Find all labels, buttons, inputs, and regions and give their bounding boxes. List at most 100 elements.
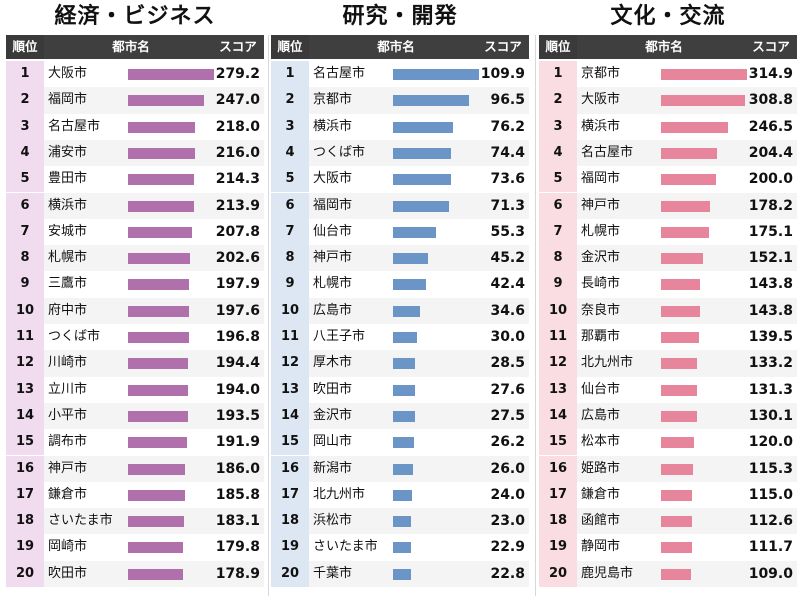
table-row: 17 鎌倉市 185.8 xyxy=(6,481,264,509)
rank-cell: 18 xyxy=(6,508,44,535)
score-bar xyxy=(661,542,692,554)
city-name: 立川市 xyxy=(48,381,88,397)
rank-cell: 7 xyxy=(539,218,577,246)
city-name: 仙台市 xyxy=(581,381,621,397)
score-bar xyxy=(128,253,191,265)
table-row: 15 調布市 191.9 xyxy=(6,429,264,456)
score-bar xyxy=(393,147,452,159)
score-value: 194.4 xyxy=(215,355,260,372)
score-value: 30.0 xyxy=(490,329,525,345)
rank-cell: 3 xyxy=(6,113,44,140)
rank-cell: 20 xyxy=(539,560,577,587)
panel-divider xyxy=(268,35,269,596)
city-name: つくば市 xyxy=(48,329,101,344)
score-value: 175.1 xyxy=(748,223,793,240)
table-row: 18 浜松市 23.0 xyxy=(271,508,529,535)
table-row: 12 厚木市 28.5 xyxy=(271,350,529,377)
city-name: 北九州市 xyxy=(313,486,366,502)
score-value: 115.0 xyxy=(748,486,793,503)
city-name: 豊田市 xyxy=(48,171,88,187)
score-value: 200.0 xyxy=(748,171,793,188)
score-value: 133.2 xyxy=(748,355,793,372)
score-bar xyxy=(128,147,195,159)
table-row: 3 名古屋市 218.0 xyxy=(6,113,264,140)
score-bar xyxy=(661,174,716,186)
score-value: 214.3 xyxy=(215,171,260,188)
rank-cell: 3 xyxy=(271,113,309,140)
city-name: 大阪市 xyxy=(581,92,621,108)
score-bar xyxy=(661,332,700,343)
table-row: 15 岡山市 26.2 xyxy=(271,429,529,456)
rank-cell: 1 xyxy=(6,61,44,88)
table-row: 1 大阪市 279.2 xyxy=(6,61,264,88)
score-bar xyxy=(661,147,717,159)
score-bar xyxy=(393,437,414,449)
table-header: 順位 都市名 スコア xyxy=(271,35,529,59)
score-bar xyxy=(661,568,691,580)
city-name: 調布市 xyxy=(48,434,88,450)
rank-cell: 13 xyxy=(6,376,44,403)
panel-title: 文化・交流 xyxy=(610,4,726,29)
rank-cell: 17 xyxy=(6,481,44,509)
score-value: 178.2 xyxy=(748,197,793,214)
table-row: 4 浦安市 216.0 xyxy=(6,139,264,167)
rank-cell: 17 xyxy=(539,481,577,509)
table-row: 7 仙台市 55.3 xyxy=(271,218,529,246)
rank-cell: 7 xyxy=(6,218,44,246)
city-name: さいたま市 xyxy=(313,539,378,555)
table-row: 11 那覇市 139.5 xyxy=(539,324,797,351)
score-bar xyxy=(128,332,189,343)
rank-cell: 3 xyxy=(539,113,577,140)
rank-cell: 14 xyxy=(539,402,577,430)
city-name: 三鷹市 xyxy=(48,276,88,292)
rank-cell: 8 xyxy=(539,245,577,272)
city-name: つくば市 xyxy=(313,144,366,160)
header-city: 都市名 xyxy=(377,39,415,54)
score-bar xyxy=(393,542,411,554)
panel-title: 経済・ビジネス xyxy=(54,4,216,29)
score-bar xyxy=(128,226,192,238)
city-name: 広島市 xyxy=(581,407,621,423)
rank-cell: 13 xyxy=(539,376,577,403)
score-value: 194.0 xyxy=(215,381,260,398)
score-bar xyxy=(661,463,693,475)
rank-cell: 2 xyxy=(271,87,309,114)
city-name: 大阪市 xyxy=(48,66,88,81)
score-bar xyxy=(128,463,186,475)
score-value: 27.5 xyxy=(490,407,525,424)
city-name: 奈良市 xyxy=(581,302,621,318)
score-bar xyxy=(393,463,414,475)
table-row: 20 吹田市 178.9 xyxy=(6,560,264,587)
table-header: 順位 都市名 スコア xyxy=(6,35,264,59)
rank-cell: 15 xyxy=(539,429,577,456)
score-value: 191.9 xyxy=(215,434,260,451)
city-name: 松本市 xyxy=(581,434,621,450)
score-bar xyxy=(128,200,194,212)
score-value: 308.8 xyxy=(748,92,793,109)
rank-cell: 14 xyxy=(6,402,44,430)
city-name: 神戸市 xyxy=(581,197,621,213)
city-name: 名古屋市 xyxy=(48,118,101,134)
score-bar xyxy=(661,489,693,501)
score-value: 22.9 xyxy=(490,539,525,556)
rank-cell: 4 xyxy=(6,139,44,167)
score-bar xyxy=(393,305,421,317)
score-value: 28.5 xyxy=(490,355,525,372)
rank-cell: 10 xyxy=(6,297,44,324)
score-value: 131.3 xyxy=(748,381,793,398)
score-value: 207.8 xyxy=(215,223,260,240)
table-row: 5 豊田市 214.3 xyxy=(6,166,264,193)
table-row: 10 広島市 34.6 xyxy=(271,297,529,324)
score-bar xyxy=(661,437,694,449)
score-bar xyxy=(128,305,189,317)
score-bar xyxy=(661,200,710,212)
score-value: 202.6 xyxy=(215,250,260,267)
score-bar xyxy=(128,410,188,422)
table-row: 17 北九州市 24.0 xyxy=(271,481,529,509)
city-name: 北九州市 xyxy=(581,355,634,371)
score-bar xyxy=(661,95,746,107)
city-name: 小平市 xyxy=(48,407,88,423)
rank-cell: 12 xyxy=(539,350,577,377)
table-row: 13 立川市 194.0 xyxy=(6,376,264,403)
panel-title: 研究・開発 xyxy=(342,4,458,29)
